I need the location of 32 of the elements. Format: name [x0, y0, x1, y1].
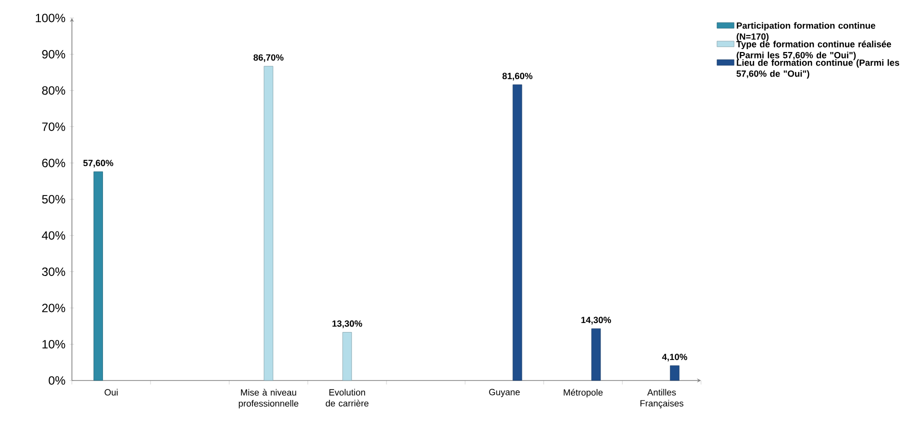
legend-label: Type de formation continue réalisée (Parmi les 57,60% de "Oui") [736, 40, 892, 60]
legend-label: Lieu de formation continue (Parmi les 57,60% de "Oui") [736, 59, 900, 78]
y-tick-label: 10% [42, 340, 66, 348]
bar [342, 332, 352, 380]
x-tick-label: Evolution de carrière [326, 388, 368, 406]
x-tick-label: Antilles Françaises [640, 388, 684, 408]
y-tick-label: 100% [36, 14, 66, 22]
y-tick-label: 50% [42, 194, 66, 204]
bar [670, 365, 680, 380]
bar [512, 84, 522, 380]
x-tick-label: Oui [104, 388, 118, 396]
y-tick-label: 20% [42, 304, 66, 312]
y-tick-label: 0% [48, 376, 66, 384]
data-label: 4,10% [662, 354, 688, 362]
bar [264, 66, 274, 380]
x-tick-label: Mise à niveau professionnelle [238, 388, 298, 408]
y-tick-label: 90% [42, 50, 66, 58]
bar [94, 171, 103, 380]
data-label: 57,60% [83, 160, 114, 168]
y-tick-label: 80% [42, 86, 66, 95]
y-tick-label: 70% [42, 122, 66, 131]
legend-label: Participation formation continue (N=170) [736, 22, 876, 42]
data-label: 86,70% [254, 54, 284, 62]
bar [591, 328, 601, 380]
x-tick-label: Métropole [564, 388, 603, 398]
y-tick-label: 30% [42, 267, 66, 276]
y-tick-label: 60% [42, 158, 66, 168]
data-label: 13,30% [332, 320, 362, 328]
x-tick-label: Guyane [489, 388, 520, 397]
data-label: 14,30% [581, 316, 612, 324]
data-label: 81,60% [502, 72, 532, 80]
y-tick-label: 40% [42, 231, 66, 240]
